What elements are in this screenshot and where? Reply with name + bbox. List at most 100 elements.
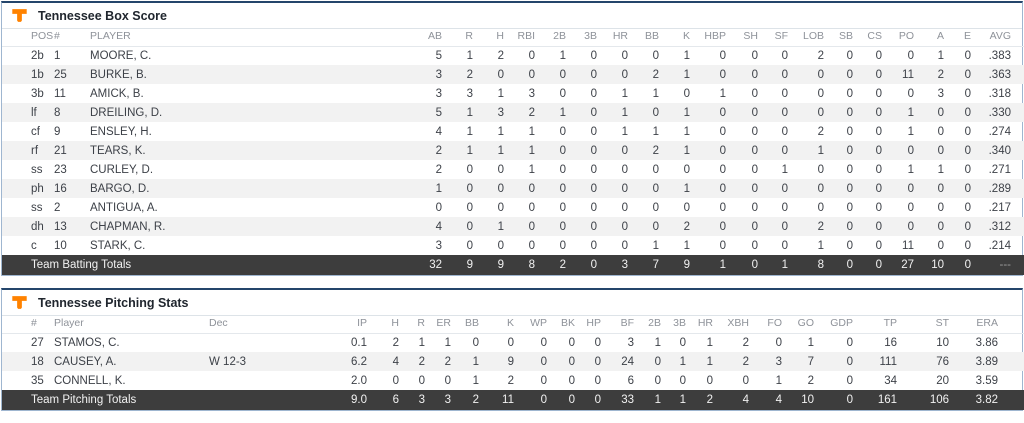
stat-cell: MOORE, C. xyxy=(90,49,152,62)
stat-cell: ph xyxy=(31,182,44,195)
stat-cell: 1 xyxy=(497,144,504,157)
stat-cell: .271 xyxy=(988,163,1011,176)
stat-cell: 1 xyxy=(781,163,788,176)
stat-cell: .214 xyxy=(988,239,1011,252)
column-header: WP xyxy=(522,316,555,334)
stat-cell: 0 xyxy=(621,49,628,62)
stat-cell: 0 xyxy=(719,106,726,119)
stat-cell: 0 xyxy=(751,182,758,195)
totals-cell: 1 xyxy=(781,259,788,271)
stat-cell: 9 xyxy=(507,355,514,368)
totals-cell: 2 xyxy=(706,394,713,406)
column-header: Dec xyxy=(209,316,327,334)
stat-cell: 0 xyxy=(846,68,853,81)
stat-cell: 4 xyxy=(435,125,442,138)
stat-cell: 0 xyxy=(781,68,788,81)
stat-cell: 3 xyxy=(497,106,504,119)
stat-cell: 0 xyxy=(559,163,566,176)
totals-cell: 4 xyxy=(742,394,749,406)
totals-cell: 0 xyxy=(875,259,882,271)
stat-cell: 0 xyxy=(568,336,575,349)
stat-cell: 1 xyxy=(559,106,566,119)
column-header: XBH xyxy=(721,316,757,334)
totals-cell: 32 xyxy=(429,259,442,271)
stat-cell: 1 xyxy=(683,182,690,195)
column-header: ER xyxy=(433,316,459,334)
stat-cell xyxy=(209,333,327,352)
stat-cell: 0 xyxy=(846,201,853,214)
stat-cell: 2.0 xyxy=(351,374,367,387)
stat-cell: 1 xyxy=(807,336,814,349)
stat-cell: 0 xyxy=(964,163,971,176)
column-header: FO xyxy=(757,316,790,334)
stat-cell: 0 xyxy=(937,125,944,138)
stat-cell: 6.2 xyxy=(351,355,367,368)
totals-cell: 3.82 xyxy=(975,394,998,406)
stat-cell: 2 xyxy=(742,355,749,368)
stat-cell: 0 xyxy=(654,374,661,387)
tennessee-power-t-icon xyxy=(9,6,29,26)
stat-cell: 13 xyxy=(54,220,67,233)
batting-row: 3b 11 AMICK, B. 3 3 1 3 0 0 1 1 0 1 0 0 0 0 0 0 3 0.318 xyxy=(2,84,1024,103)
stat-cell: 1 xyxy=(621,87,628,100)
stat-cell: 0 xyxy=(594,374,601,387)
stat-cell: 0 xyxy=(781,182,788,195)
stat-cell: 0 xyxy=(964,106,971,119)
stat-cell: 0 xyxy=(907,87,914,100)
stat-cell: 11 xyxy=(902,239,914,252)
stat-cell: 1 xyxy=(472,355,479,368)
stat-cell: 2 xyxy=(683,220,690,233)
totals-cell: 7 xyxy=(652,259,659,271)
stat-cell: 3 xyxy=(466,87,473,100)
stat-cell: 1 xyxy=(652,239,659,252)
stat-cell: 4 xyxy=(435,220,442,233)
stat-cell: 1 xyxy=(497,220,504,233)
stat-cell: 0 xyxy=(466,239,473,252)
stat-cell: 3 xyxy=(435,239,442,252)
stat-cell: 0 xyxy=(652,106,659,119)
totals-cell: 8 xyxy=(528,259,535,271)
pitching-table: # Player Dec IP H R ER BB K WP BK HP BF 2B 3B HR XBH FO GO… xyxy=(2,316,1024,410)
column-header: ERA xyxy=(957,316,1024,334)
stat-cell: 0 xyxy=(540,374,547,387)
stat-cell: 0 xyxy=(846,182,853,195)
column-header: RBI xyxy=(512,29,543,47)
stat-cell: 0 xyxy=(621,163,628,176)
stat-cell: 0 xyxy=(594,355,601,368)
stat-cell: 5 xyxy=(435,106,442,119)
stat-cell: 0 xyxy=(621,182,628,195)
stat-cell: 0 xyxy=(751,49,758,62)
stat-cell: 3 xyxy=(627,336,634,349)
column-header: K xyxy=(487,316,522,334)
stat-cell: 0 xyxy=(683,163,690,176)
totals-cell: 0 xyxy=(846,394,853,406)
stat-cell: 1 xyxy=(719,87,726,100)
stat-cell: 0 xyxy=(751,220,758,233)
stat-cell: 0 xyxy=(751,163,758,176)
stat-cell: 0 xyxy=(719,68,726,81)
totals-cell: 8 xyxy=(817,259,824,271)
stat-cell: .330 xyxy=(988,106,1011,119)
stat-cell: 1 xyxy=(621,106,628,119)
stat-cell: 18 xyxy=(31,355,44,368)
stat-cell: 0 xyxy=(875,220,882,233)
stat-cell: 1 xyxy=(683,239,690,252)
stat-cell: 1 xyxy=(54,49,61,62)
stat-cell: 1 xyxy=(652,125,659,138)
stat-cell: 1 xyxy=(497,87,504,100)
stat-cell: 24 xyxy=(621,355,634,368)
stat-cell: 25 xyxy=(54,68,67,81)
batting-row: 2b 1 MOORE, C. 5 1 2 0 1 0 0 0 1 0 0 0 2 0 0 0 1 0 .383 xyxy=(2,46,1024,65)
totals-cell: 3 xyxy=(621,259,628,271)
stat-cell: 1 xyxy=(706,336,713,349)
stat-cell: 0 xyxy=(590,182,597,195)
stat-cell: 2 xyxy=(817,220,824,233)
stat-cell: 0 xyxy=(590,220,597,233)
stat-cell: 0 xyxy=(937,239,944,252)
stat-cell: 1 xyxy=(528,144,535,157)
stat-cell: 0 xyxy=(528,182,535,195)
stat-cell: 2b xyxy=(31,49,44,62)
totals-cell: 33 xyxy=(621,394,634,406)
stat-cell: 0 xyxy=(621,201,628,214)
stat-cell: 1 xyxy=(497,125,504,138)
